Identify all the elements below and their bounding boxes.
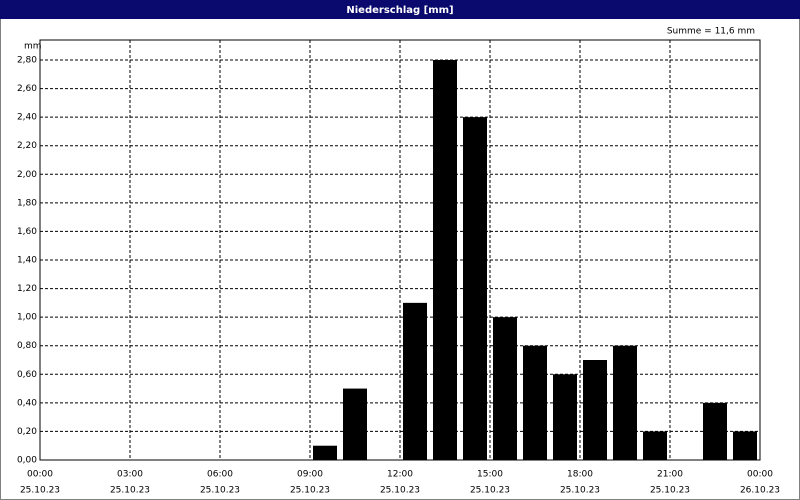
x-tick-date: 25.10.23 bbox=[20, 486, 60, 496]
bar bbox=[583, 360, 607, 460]
y-tick-label: 0,00 bbox=[17, 456, 37, 466]
y-tick-label: 1,40 bbox=[17, 256, 37, 266]
x-tick-date: 25.10.23 bbox=[470, 486, 510, 496]
x-tick-label: 03:00 bbox=[117, 470, 143, 480]
y-tick-label: 1,60 bbox=[17, 227, 37, 237]
x-tick-date: 25.10.23 bbox=[110, 486, 150, 496]
bar bbox=[613, 345, 637, 460]
x-tick-label: 12:00 bbox=[387, 470, 413, 480]
x-tick-date: 25.10.23 bbox=[380, 486, 420, 496]
x-tick-label: 00:00 bbox=[747, 470, 773, 480]
bar bbox=[703, 402, 727, 460]
y-tick-label: 1,20 bbox=[17, 284, 37, 294]
y-tick-label: 1,00 bbox=[17, 313, 37, 323]
bar bbox=[643, 431, 667, 460]
bar bbox=[553, 374, 577, 460]
x-tick-label: 18:00 bbox=[567, 470, 593, 480]
title-bar bbox=[0, 0, 800, 19]
bar bbox=[313, 445, 337, 460]
x-tick-label: 09:00 bbox=[297, 470, 323, 480]
x-tick-date: 25.10.23 bbox=[290, 486, 330, 496]
y-axis-label: mm bbox=[24, 42, 42, 52]
y-tick-label: 0,80 bbox=[17, 341, 37, 351]
bar bbox=[463, 117, 487, 461]
x-tick-date: 25.10.23 bbox=[560, 486, 600, 496]
y-tick-label: 1,80 bbox=[17, 198, 37, 208]
x-tick-label: 21:00 bbox=[657, 470, 683, 480]
bar bbox=[523, 345, 547, 460]
y-tick-label: 0,20 bbox=[17, 427, 37, 437]
annotation: Summe = 11,6 mm bbox=[667, 27, 755, 37]
y-tick-label: 2,20 bbox=[17, 141, 37, 151]
bar bbox=[403, 302, 427, 460]
y-tick-label: 0,40 bbox=[17, 398, 37, 408]
x-tick-label: 06:00 bbox=[207, 470, 233, 480]
chart-title: Niederschlag [mm] bbox=[346, 5, 453, 16]
y-tick-label: 2,60 bbox=[17, 84, 37, 94]
x-tick-date: 26.10.23 bbox=[740, 486, 780, 496]
bar bbox=[733, 431, 757, 460]
y-tick-label: 2,40 bbox=[17, 113, 37, 123]
bar bbox=[493, 317, 517, 460]
x-tick-date: 25.10.23 bbox=[200, 486, 240, 496]
bar bbox=[433, 60, 457, 460]
bar bbox=[343, 388, 367, 460]
x-tick-label: 15:00 bbox=[477, 470, 503, 480]
y-tick-label: 0,60 bbox=[17, 370, 37, 380]
y-tick-label: 2,00 bbox=[17, 170, 37, 180]
y-tick-label: 2,80 bbox=[17, 56, 37, 66]
x-tick-label: 00:00 bbox=[27, 470, 53, 480]
x-tick-date: 25.10.23 bbox=[650, 486, 690, 496]
